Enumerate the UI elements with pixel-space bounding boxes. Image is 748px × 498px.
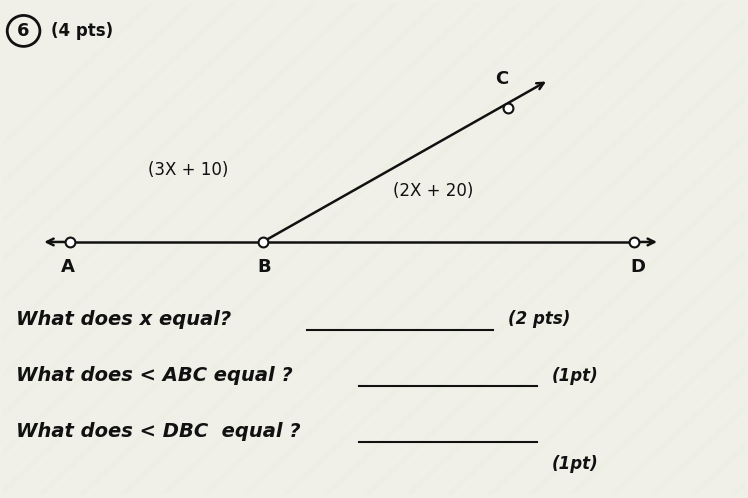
Text: 6: 6 [17,22,30,40]
Text: (3X + 10): (3X + 10) [148,161,229,179]
Point [257,238,269,246]
Text: (4 pts): (4 pts) [51,22,113,40]
Text: (1pt): (1pt) [552,455,599,473]
Text: C: C [495,70,509,88]
Point [64,238,76,246]
Text: B: B [257,257,271,275]
Text: What does < ABC equal ?: What does < ABC equal ? [16,366,293,385]
Text: A: A [61,257,75,275]
Text: (2X + 20): (2X + 20) [393,182,473,200]
Text: (2 pts): (2 pts) [508,310,570,328]
Point [502,104,514,112]
Text: (1pt): (1pt) [552,367,599,384]
Text: What does < DBC  equal ?: What does < DBC equal ? [16,422,301,441]
Point [628,238,640,246]
Text: D: D [630,257,645,275]
Text: What does x equal?: What does x equal? [16,310,231,329]
